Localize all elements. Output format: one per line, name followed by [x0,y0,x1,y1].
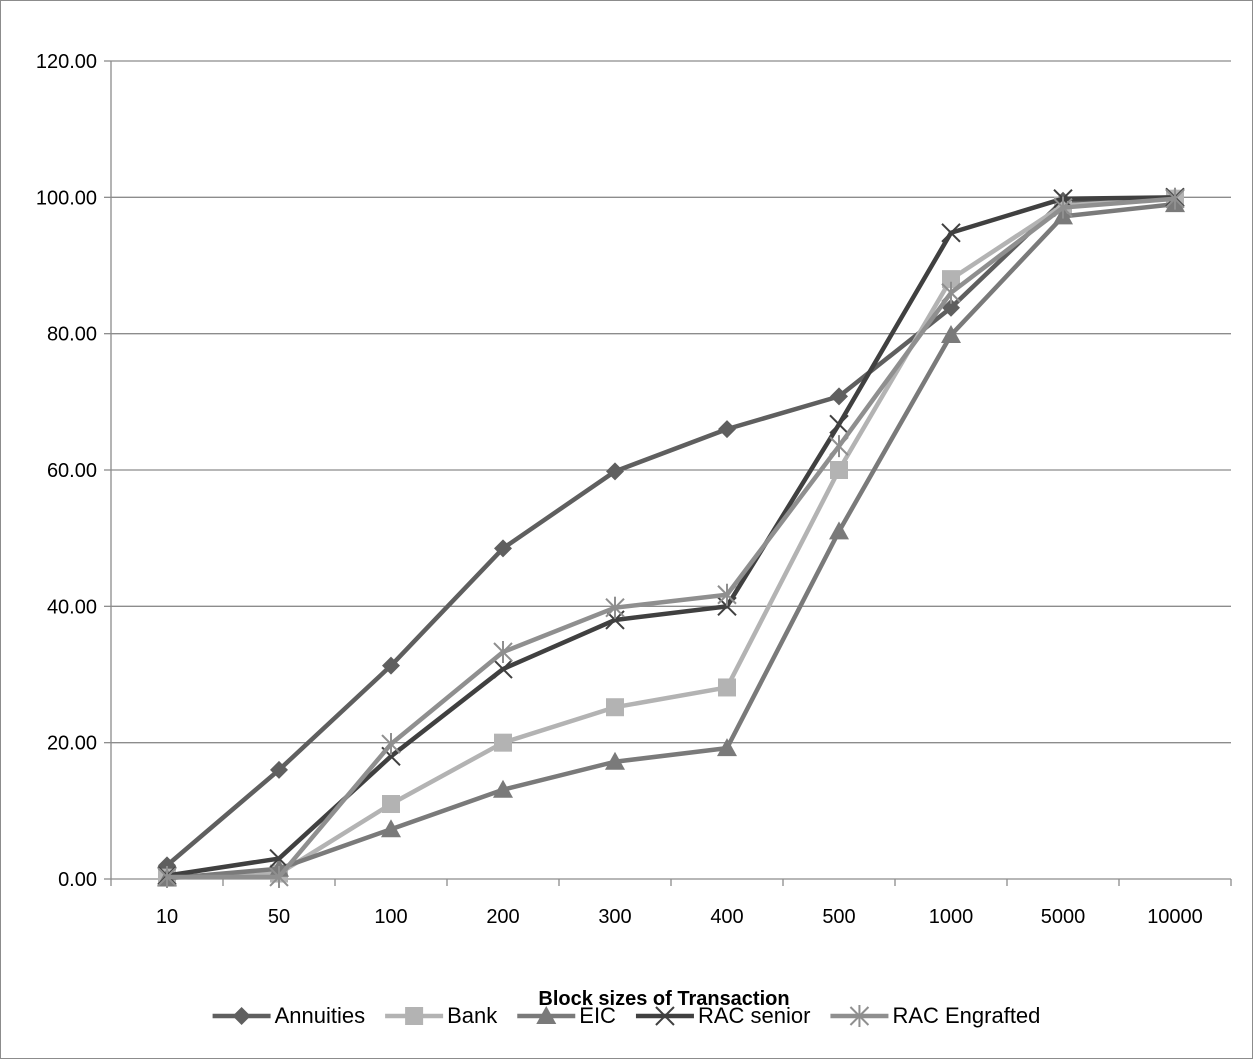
data-point-rac-senior [941,223,961,243]
data-point-annuities [494,539,512,558]
x-tick-label: 5000 [1041,906,1086,928]
legend-label: EIC [579,1003,616,1028]
y-tick-label: 20.00 [47,733,97,755]
legend-marker [849,1005,870,1027]
legend-marker [232,1007,251,1025]
legend-label: RAC Engrafted [892,1003,1040,1028]
data-point-bank [494,733,512,752]
legend: Annuities Bank EIC RAC senior RAC Engrafted [212,1003,1040,1028]
data-point-bank [718,678,736,697]
series-line-rac-engrafted [167,196,1176,880]
data-point-annuities [942,298,960,317]
series-line-eic [166,201,1176,881]
data-point-rac-senior [269,848,289,869]
x-tick-labels: 10 50 100 200 300 400 500 1000 5000 10000 [156,906,1203,928]
data-point-rac-engrafted [717,583,737,606]
x-axis-title: Block sizes of Transaction [538,988,789,1010]
legend-item-rac-engrafted: RAC Engrafted [830,1003,1040,1028]
legend-label: Bank [447,1003,498,1028]
data-point-rac-engrafted [941,281,961,304]
y-tick-label: 120.00 [36,51,97,73]
data-point-bank [382,795,400,814]
data-point-bank [830,461,848,479]
y-tick-label: 40.00 [47,596,97,618]
data-point-rac-senior [829,414,849,435]
marker-stroke [655,1006,675,1026]
marker-stroke [829,414,849,435]
x-tick-label: 200 [486,906,519,928]
data-point-eic [941,325,961,344]
x-tick-label: 300 [598,906,631,928]
legend-item-rac-senior: RAC senior [635,1003,810,1028]
series-rac-senior [157,187,1185,886]
data-point-rac-engrafted [381,733,401,756]
x-tick-label: 400 [710,906,743,928]
data-point-annuities [606,462,624,481]
data-point-eic [381,819,401,838]
y-tick-labels: 0.00 20.00 40.00 60.00 80.00 100.00 120.00 [36,51,97,891]
data-point-rac-engrafted [269,865,289,888]
data-point-rac-engrafted [1165,187,1185,210]
data-point-annuities [718,420,736,439]
data-point-rac-engrafted [1053,196,1073,219]
axes [104,60,1232,886]
series-line-rac-senior [166,195,1176,878]
data-point-rac-senior [493,659,513,679]
legend-item-bank: Bank [385,1003,498,1028]
x-tick-label: 100 [374,906,407,928]
data-point-bank [942,270,960,289]
series-rac-engrafted [157,187,1185,888]
x-tick-label: 500 [822,906,855,928]
data-point-rac-engrafted [829,435,849,458]
legend-item-eic: EIC [517,1003,616,1028]
data-point-eic [605,751,625,770]
marker-stroke [941,223,961,243]
marker-stroke [269,848,289,869]
data-point-annuities [270,760,288,779]
series-line-bank [166,196,1176,880]
x-tick-label: 10000 [1147,906,1203,928]
series-lines [157,187,1185,888]
data-point-bank [606,698,624,717]
data-point-rac-engrafted [493,641,513,664]
legend-marker [655,1006,675,1026]
y-tick-label: 0.00 [58,869,97,891]
y-tick-label: 100.00 [36,187,97,209]
data-point-rac-engrafted [157,865,177,888]
data-point-annuities [382,656,400,675]
data-point-eic [717,738,737,757]
legend-label: RAC senior [698,1003,810,1028]
data-point-rac-engrafted [605,596,625,619]
series-bank [158,189,1184,887]
y-tick-label: 60.00 [47,460,97,482]
x-tick-label: 50 [268,906,290,928]
legend-marker [405,1007,424,1025]
series-line-annuities [165,195,1176,868]
y-tick-label: 80.00 [47,324,97,346]
legend-item-annuities: Annuities [212,1003,366,1028]
series-annuities [158,188,1184,875]
gridlines [111,60,1231,744]
data-point-annuities [830,387,848,406]
data-point-eic [829,521,849,540]
legend-marker [536,1006,557,1024]
legend-label: Annuities [275,1003,366,1028]
marker-stroke [493,659,513,679]
x-tick-label: 10 [156,906,178,928]
x-tick-label: 1000 [929,906,974,928]
series-eic [157,194,1185,887]
data-point-eic [493,779,513,798]
